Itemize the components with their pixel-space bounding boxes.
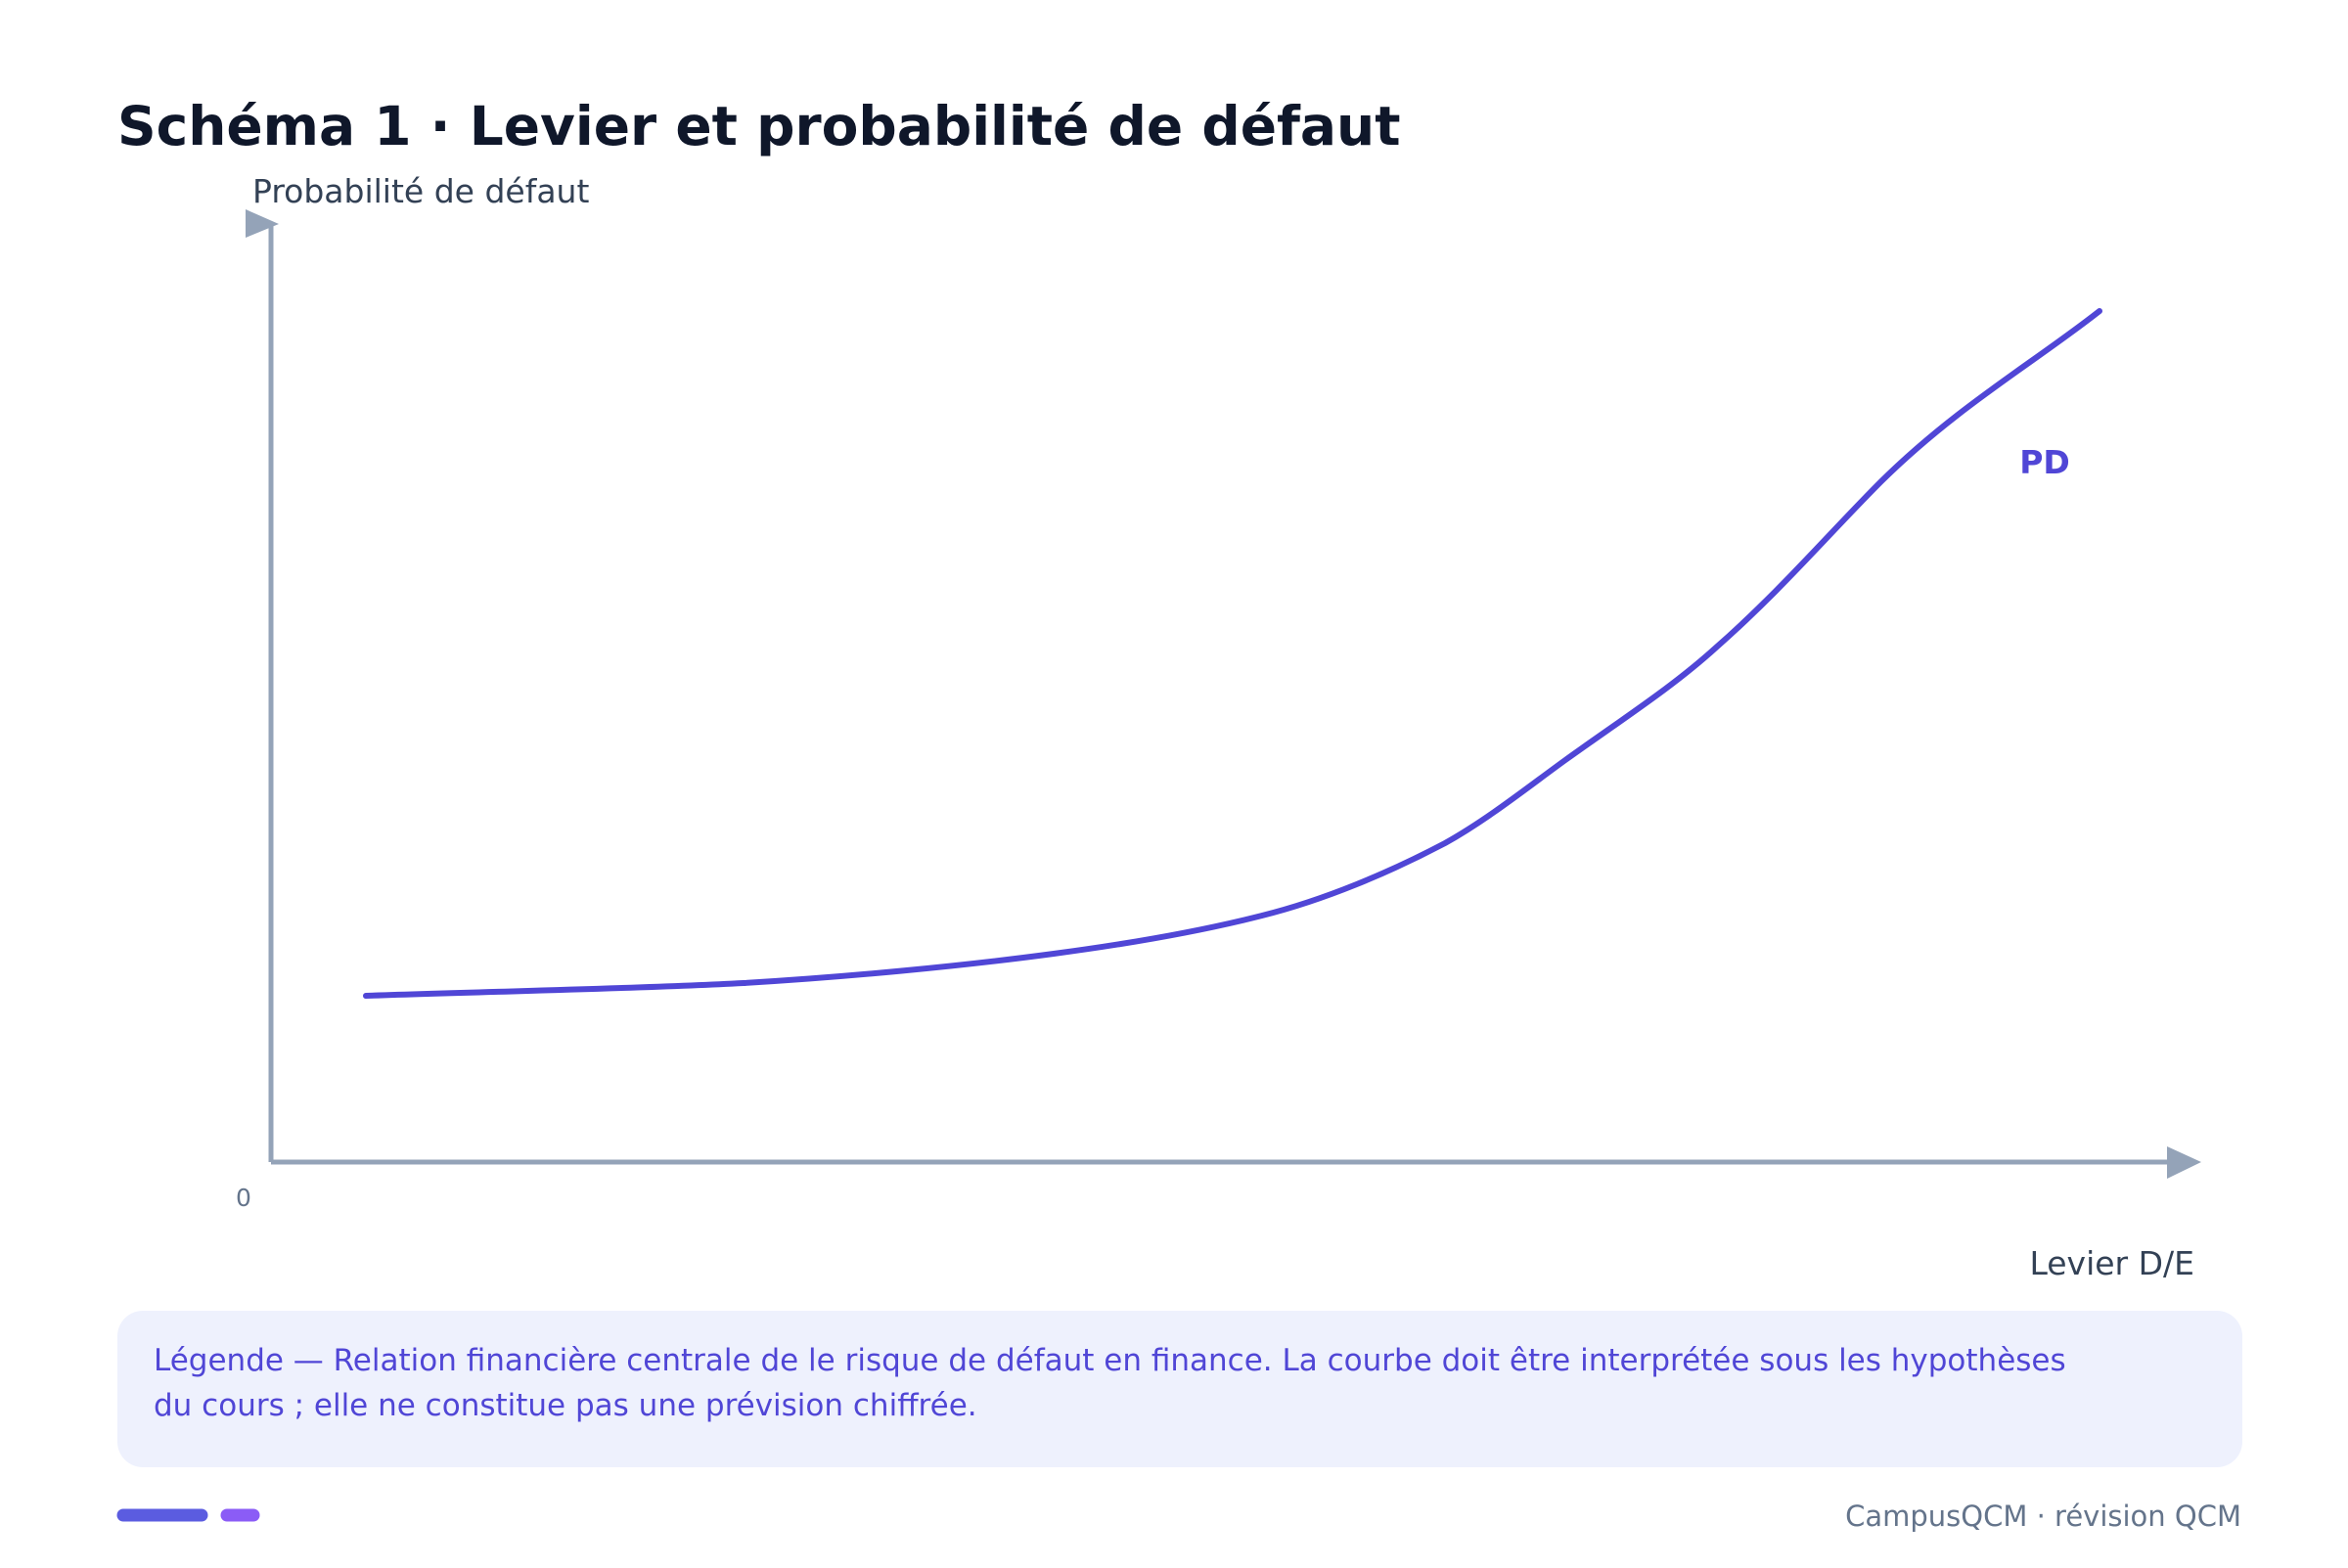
pd-curve [363,308,2102,999]
x-axis-label: Levier D/E [2029,1244,2194,1282]
x-axis-arrow [2167,1146,2201,1179]
title: Schéma 1 · Levier et probabilité de défa… [117,95,1401,157]
y-axis-arrow [246,209,279,238]
curve-label: PD [2019,443,2070,481]
legend-box: Légende — Relation financière centrale d… [117,1311,2242,1467]
origin-label: 0 [236,1184,251,1212]
legend-text: Légende — Relation financière centrale d… [154,1343,2066,1423]
footer: CampusQCM · révision QCM [1845,1500,2241,1533]
y-axis-label: Probabilité de défaut [252,172,589,210]
